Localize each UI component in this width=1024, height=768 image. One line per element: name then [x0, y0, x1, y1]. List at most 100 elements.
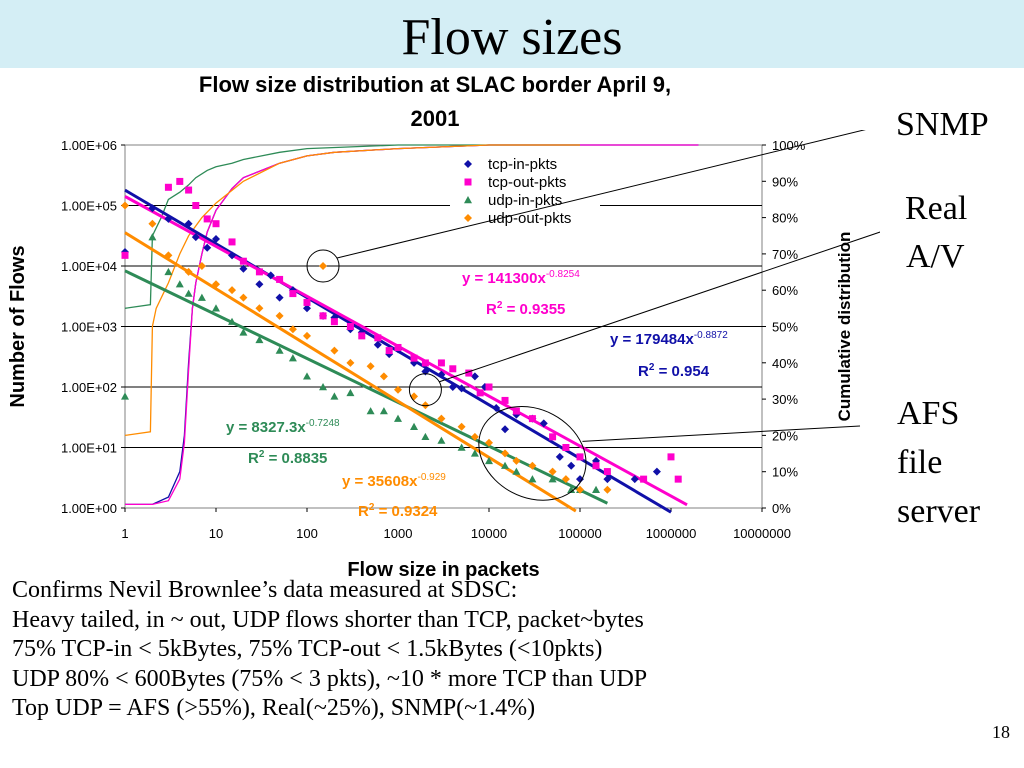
data-point-tcp-in-pkts: [492, 403, 501, 412]
data-point-tcp-out-pkts: [385, 347, 393, 355]
data-point-tcp-in-pkts: [501, 425, 510, 434]
data-point-udp-in-pkts: [212, 304, 220, 312]
callout-snmp: SNMP: [896, 106, 989, 143]
trendline-r2: R2 = 0.9355: [486, 300, 565, 318]
bullet-line: 75% TCP-in < 5kBytes, 75% TCP-out < 1.5k…: [12, 636, 603, 662]
data-point-tcp-out-pkts: [476, 389, 484, 397]
data-point-tcp-out-pkts: [549, 433, 557, 441]
data-point-udp-in-pkts: [437, 436, 446, 444]
data-point-udp-out-pkts: [288, 325, 297, 334]
title-band: [0, 0, 1024, 68]
legend-marker-udp-out-pkts: [464, 214, 472, 222]
data-point-tcp-in-pkts: [239, 264, 248, 273]
x-tick-label: 1: [121, 526, 128, 541]
data-point-udp-out-pkts: [121, 201, 129, 210]
y-tick-label: 1.00E+04: [61, 259, 117, 274]
equation-exponent: -0.929: [418, 472, 447, 483]
trendline-equation: y = 179484x-0.8872: [610, 330, 728, 348]
legend-box: [450, 152, 600, 234]
data-point-udp-out-pkts: [561, 475, 570, 484]
data-point-tcp-in-pkts: [373, 340, 382, 349]
data-point-tcp-out-pkts: [303, 298, 311, 306]
data-point-udp-in-pkts: [239, 328, 248, 336]
data-point-udp-out-pkts: [184, 267, 193, 276]
equation-main: y = 141300x: [462, 270, 546, 287]
data-point-udp-in-pkts: [592, 485, 601, 493]
page-number: 18: [992, 722, 1010, 742]
data-point-tcp-in-pkts: [630, 475, 639, 484]
bullet-line: Top UDP = AFS (>55%), Real(~25%), SNMP(~…: [12, 695, 536, 721]
data-point-udp-in-pkts: [485, 456, 493, 465]
legend-label: tcp-in-pkts: [488, 156, 557, 173]
data-point-tcp-out-pkts: [437, 359, 445, 367]
data-point-udp-in-pkts: [366, 407, 375, 415]
legend-label: udp-in-pkts: [488, 192, 562, 209]
data-point-tcp-in-pkts: [275, 293, 284, 302]
y2-axis-title: Cumulative distribution: [835, 232, 854, 422]
data-point-udp-out-pkts: [470, 432, 479, 441]
data-point-tcp-out-pkts: [176, 177, 184, 185]
y-tick-label: 1.00E+03: [61, 320, 117, 335]
data-point-tcp-out-pkts: [465, 369, 473, 377]
data-point-udp-in-pkts: [288, 354, 297, 362]
trendline-r2: R2 = 0.954: [638, 362, 710, 380]
data-point-udp-out-pkts: [485, 438, 493, 447]
data-point-udp-out-pkts: [394, 385, 402, 394]
data-point-udp-out-pkts: [275, 311, 284, 320]
data-point-tcp-out-pkts: [192, 202, 200, 209]
y2-tick-label: 20%: [772, 428, 798, 443]
data-point-udp-in-pkts: [379, 407, 388, 415]
r2-value: = 0.9355: [502, 301, 565, 318]
data-point-tcp-out-pkts: [449, 365, 457, 373]
data-point-tcp-in-pkts: [603, 475, 612, 484]
data-point-udp-out-pkts: [330, 346, 339, 355]
r2-prefix: R: [638, 363, 649, 380]
data-point-tcp-out-pkts: [410, 354, 418, 362]
data-point-tcp-in-pkts: [421, 367, 430, 376]
y-tick-label: 1.00E+02: [61, 380, 117, 395]
data-point-tcp-out-pkts: [421, 359, 429, 367]
data-point-tcp-out-pkts: [592, 462, 600, 470]
chart-title-line-2: 2001: [410, 106, 460, 131]
r2-prefix: R: [486, 301, 497, 318]
data-point-tcp-in-pkts: [410, 358, 419, 367]
data-point-tcp-out-pkts: [330, 318, 338, 326]
data-point-tcp-out-pkts: [239, 257, 247, 265]
data-point-tcp-out-pkts: [212, 220, 220, 228]
data-point-tcp-out-pkts: [394, 343, 402, 351]
data-point-udp-out-pkts: [548, 467, 557, 476]
trendline-equation: y = 141300x-0.8254: [462, 269, 580, 287]
r2-prefix: R: [248, 450, 259, 467]
callout-av: A/V: [906, 238, 965, 275]
data-point-tcp-in-pkts: [191, 233, 200, 242]
afs-highlight-ellipse: [478, 405, 587, 501]
data-point-udp-out-pkts: [512, 456, 521, 465]
data-point-udp-in-pkts: [567, 485, 576, 493]
y-tick-label: 1.00E+00: [61, 501, 117, 516]
r2-superscript: 2: [369, 502, 375, 513]
trendline-equation: y = 8327.3x-0.7248: [226, 418, 340, 436]
equation-exponent: -0.8872: [694, 330, 728, 341]
data-point-tcp-in-pkts: [228, 251, 237, 260]
data-point-udp-out-pkts: [457, 422, 466, 431]
data-point-udp-in-pkts: [319, 383, 328, 391]
trendline-r2: R2 = 0.9324: [358, 502, 438, 520]
data-point-udp-out-pkts: [366, 362, 375, 371]
y2-tick-label: 80%: [772, 211, 798, 226]
y2-tick-label: 10%: [772, 465, 798, 480]
data-point-tcp-in-pkts: [555, 452, 564, 461]
x-tick-label: 100000: [558, 526, 601, 541]
data-point-udp-out-pkts: [197, 262, 206, 270]
data-point-tcp-in-pkts: [576, 475, 584, 484]
x-tick-label: 10000000: [733, 526, 791, 541]
data-point-udp-in-pkts: [501, 461, 510, 469]
data-point-udp-in-pkts: [410, 422, 419, 430]
data-point-tcp-out-pkts: [228, 238, 236, 246]
data-point-udp-out-pkts: [501, 449, 510, 458]
equation-main: y = 35608x: [342, 473, 418, 490]
r2-superscript: 2: [259, 449, 265, 460]
equation-main: y = 8327.3x: [226, 419, 306, 436]
data-point-tcp-out-pkts: [319, 312, 327, 320]
data-point-tcp-out-pkts: [358, 332, 366, 340]
y-tick-label: 1.00E+01: [61, 441, 117, 456]
